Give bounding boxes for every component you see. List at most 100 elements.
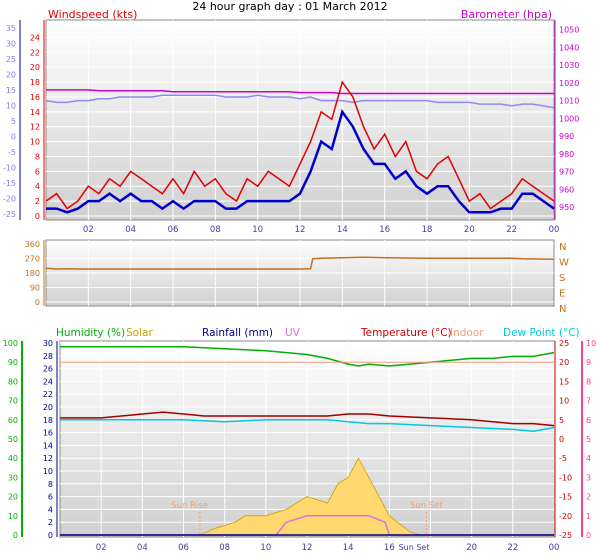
wind-outer-tick-label: -5 — [8, 148, 16, 157]
temp-pad-tick-label: 1 — [586, 512, 591, 521]
pressure-secondary-line — [45, 94, 555, 109]
hour-tick-label: 10 — [252, 225, 263, 235]
wind-outer-tick-label: 35 — [6, 24, 16, 33]
bottom-hour-tick-label: 20 — [466, 543, 477, 553]
temp-pad-tick-label: 3 — [586, 473, 591, 482]
humidity-tick-label: 70 — [8, 397, 18, 406]
uv-line — [60, 515, 554, 536]
baro-tick-label: 960 — [559, 185, 574, 194]
humidity-tick-label: 20 — [8, 493, 18, 502]
wind-direction-line — [45, 256, 555, 270]
temp-pad-tick-label: 0 — [586, 531, 591, 540]
baro-tick-label: 1040 — [559, 43, 579, 52]
wind-tick-label: 24 — [30, 33, 40, 42]
barometer-line — [46, 89, 554, 95]
humidity-line — [60, 346, 555, 367]
hour-tick-label: 22 — [506, 225, 517, 235]
humidity-label: Humidity (%) — [56, 327, 125, 339]
hour-tick-label: 14 — [337, 225, 348, 235]
wind-tick-label: 18 — [30, 78, 40, 87]
hour-tick-label: 12 — [295, 225, 306, 235]
baro-tick-label: 950 — [559, 203, 574, 212]
direction-tick-label: 360 — [25, 240, 40, 249]
direction-tick-label: 0 — [35, 298, 40, 307]
temperature-tick-label: -25 — [559, 531, 572, 540]
wind-outer-tick-label: -20 — [3, 195, 16, 204]
temp-pad-tick-label: 2 — [586, 493, 591, 502]
temperature-line — [60, 411, 555, 427]
temperature-tick-label: -5 — [559, 454, 567, 463]
wind-tick-label: 12 — [30, 123, 40, 132]
direction-tick-label: 270 — [25, 255, 40, 264]
direction-tick-label: 90 — [30, 284, 40, 293]
sun-rise-label: Sun Rise — [171, 501, 208, 511]
temp-pad-tick-label: 6 — [586, 416, 591, 425]
temperature-tick-label: 15 — [559, 377, 569, 386]
hour-tick-label: 04 — [125, 225, 136, 235]
humidity-tick-label: 90 — [8, 358, 18, 367]
dew-point-line — [60, 419, 555, 433]
compass-label: W — [559, 258, 569, 269]
wind-tick-label: 22 — [30, 48, 40, 57]
wind-panel-series — [45, 80, 555, 214]
wind-panel-hour-labels: 02 04 06 08 10 12 14 16 18 20 22 00 — [83, 225, 559, 235]
baro-tick-label: 1020 — [559, 79, 579, 88]
sun-set-axis-label: Sun Set — [399, 543, 430, 552]
mm-tick-label: 18 — [43, 416, 53, 425]
bottom-hour-tick-label: 08 — [219, 543, 230, 553]
baro-tick-label: 1010 — [559, 97, 579, 106]
mm-tick-label: 24 — [43, 377, 53, 386]
wind-outer-tick-label: -15 — [3, 179, 16, 188]
baro-tick-label: 970 — [559, 168, 574, 177]
solar-label: Solar — [126, 327, 153, 339]
mm-tick-label: 14 — [43, 441, 53, 450]
bottom-hour-tick-label: 16 — [384, 543, 395, 553]
mm-tick-label: 16 — [43, 429, 53, 438]
rainfall-label: Rainfall (mm) — [202, 327, 273, 339]
page-title: 24 hour graph day : 01 March 2012 — [192, 0, 387, 13]
bottom-hour-tick-label: 06 — [178, 543, 189, 553]
mm-tick-label: 6 — [48, 493, 53, 502]
mm-tick-label: 10 — [43, 467, 53, 476]
wind-tick-label: 10 — [30, 138, 40, 147]
temperature-tick-label: 25 — [559, 339, 569, 348]
hour-tick-label: 00 — [549, 225, 560, 235]
compass-label: N — [559, 242, 566, 253]
weather-panel-legend: Humidity (%) Solar Rainfall (mm) UV Temp… — [56, 327, 580, 339]
bottom-hour-tick-label: 12 — [302, 543, 313, 553]
wind-outer-tick-label: -10 — [3, 164, 16, 173]
temperature-tick-label: 20 — [559, 358, 569, 367]
hour-tick-label: 02 — [83, 225, 94, 235]
wind-outer-tick-label: 10 — [6, 102, 16, 111]
hour-tick-label: 08 — [210, 225, 221, 235]
bottom-hour-tick-label: 02 — [96, 543, 107, 553]
windspeed-label: Windspeed (kts) — [48, 8, 137, 21]
temperature-label: Temperature (°C) — [360, 327, 452, 339]
mm-tick-label: 4 — [48, 505, 53, 514]
solar-area — [60, 457, 554, 536]
mm-tick-label: 12 — [43, 454, 53, 463]
wind-outer-tick-label: 5 — [11, 117, 16, 126]
bottom-hour-tick-label: 22 — [507, 543, 518, 553]
baro-tick-label: 1030 — [559, 61, 579, 70]
wind-outer-tick-label: 0 — [11, 133, 16, 142]
baro-tick-label: 1050 — [559, 26, 579, 35]
bottom-hour-tick-label: 10 — [260, 543, 271, 553]
uv-label: UV — [285, 327, 301, 339]
temp-pad-tick-label: 10 — [586, 339, 596, 348]
temperature-tick-label: 5 — [559, 416, 564, 425]
temperature-tick-label: -10 — [559, 473, 572, 482]
weather-panel-hour-labels: 02 04 06 08 10 12 14 16 20 22 00 — [96, 543, 560, 553]
wind-panel-ticks: 24222018161412108642035302520151050-5-10… — [3, 24, 579, 221]
mm-tick-label: 20 — [43, 403, 53, 412]
wind-tick-label: 8 — [35, 152, 40, 161]
bottom-hour-tick-label: 00 — [549, 543, 560, 553]
wind-outer-tick-label: 20 — [6, 71, 16, 80]
direction-tick-label: 180 — [25, 269, 40, 278]
temperature-tick-label: -15 — [559, 493, 572, 502]
mm-tick-label: 28 — [43, 352, 53, 361]
wind-outer-tick-label: 15 — [6, 86, 16, 95]
dew-point-label: Dew Point (°C) — [503, 327, 580, 339]
